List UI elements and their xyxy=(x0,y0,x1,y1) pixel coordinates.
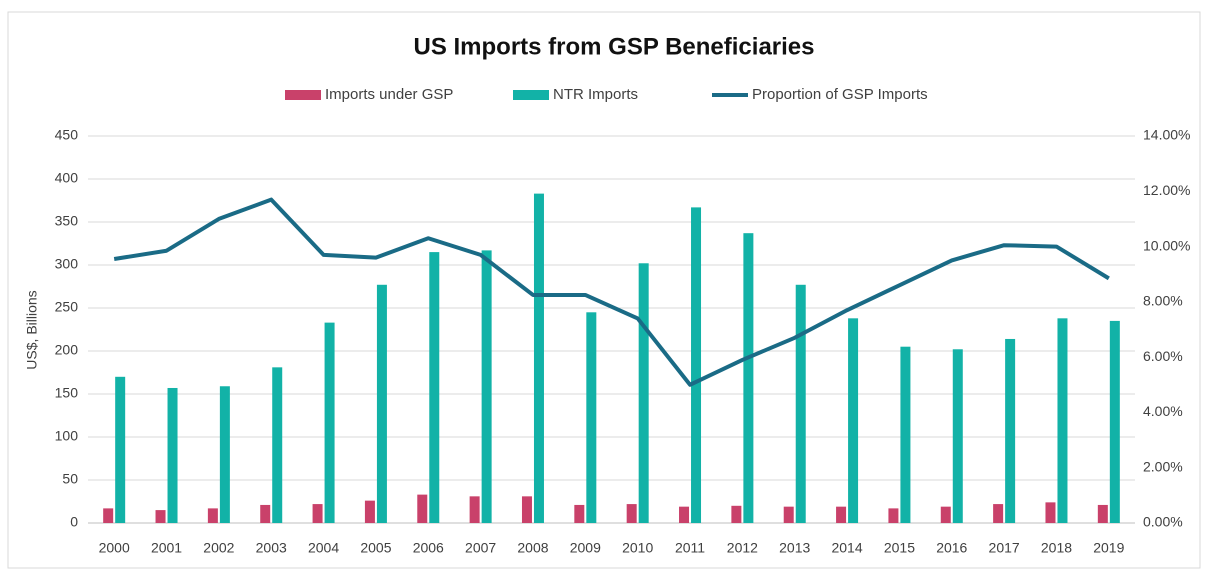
bar xyxy=(260,504,271,523)
bar xyxy=(626,504,637,523)
x-tick-label: 2018 xyxy=(1041,540,1072,556)
bar xyxy=(952,349,963,523)
bar xyxy=(417,494,428,523)
bar xyxy=(103,508,114,523)
y2-tick-label: 14.00% xyxy=(1143,127,1190,143)
x-tick-label: 2012 xyxy=(727,540,758,556)
bar xyxy=(376,284,387,523)
y-tick-label: 200 xyxy=(55,342,79,358)
bar xyxy=(521,496,532,523)
bar xyxy=(691,207,702,523)
x-tick-label: 2011 xyxy=(675,540,705,556)
y-tick-label: 350 xyxy=(55,213,79,229)
y-tick-label: 0 xyxy=(70,514,78,530)
y2-tick-label: 4.00% xyxy=(1143,403,1183,419)
y2-tick-label: 2.00% xyxy=(1143,458,1183,474)
y2-tick-label: 6.00% xyxy=(1143,348,1183,364)
bar xyxy=(900,346,911,523)
bar xyxy=(167,387,178,523)
x-tick-label: 2008 xyxy=(517,540,548,556)
bar xyxy=(940,506,951,523)
legend-label: NTR Imports xyxy=(553,86,638,103)
bar xyxy=(574,504,585,523)
legend-label: Imports under GSP xyxy=(325,86,453,103)
x-tick-label: 2006 xyxy=(413,540,444,556)
bar xyxy=(272,367,283,523)
x-tick-label: 2010 xyxy=(622,540,653,556)
bar xyxy=(364,500,375,523)
y-tick-label: 300 xyxy=(55,256,79,272)
y2-tick-label: 10.00% xyxy=(1143,237,1190,253)
bar xyxy=(533,193,544,523)
y-tick-label: 100 xyxy=(55,428,79,444)
x-tick-label: 2001 xyxy=(151,540,182,556)
y-tick-label: 250 xyxy=(55,299,79,315)
bar xyxy=(888,508,899,523)
bar xyxy=(1097,504,1108,523)
legend-swatch xyxy=(513,90,549,100)
legend-label: Proportion of GSP Imports xyxy=(752,86,928,103)
y2-tick-label: 12.00% xyxy=(1143,182,1190,198)
bar xyxy=(1109,320,1120,523)
x-tick-label: 2002 xyxy=(203,540,234,556)
x-tick-label: 2014 xyxy=(831,540,862,556)
x-tick-label: 2013 xyxy=(779,540,810,556)
y-tick-label: 400 xyxy=(55,170,79,186)
y-tick-label: 150 xyxy=(55,385,79,401)
bar xyxy=(783,506,794,523)
bar xyxy=(586,312,597,523)
x-tick-label: 2000 xyxy=(99,540,130,556)
legend-swatch xyxy=(285,90,321,100)
x-tick-label: 2009 xyxy=(570,540,601,556)
y-tick-label: 450 xyxy=(55,127,79,143)
bar xyxy=(207,508,218,523)
x-tick-label: 2015 xyxy=(884,540,915,556)
bar xyxy=(743,233,754,523)
x-tick-label: 2007 xyxy=(465,540,496,556)
bar xyxy=(155,510,166,523)
bar xyxy=(1057,318,1068,523)
bar xyxy=(429,252,440,523)
bar xyxy=(731,505,742,523)
x-tick-label: 2017 xyxy=(989,540,1020,556)
y2-tick-label: 8.00% xyxy=(1143,293,1183,309)
chart-title: US Imports from GSP Beneficiaries xyxy=(413,33,814,60)
bar xyxy=(312,504,323,523)
y2-tick-label: 0.00% xyxy=(1143,514,1183,530)
bar xyxy=(324,322,335,523)
bar xyxy=(469,496,480,523)
bar xyxy=(481,250,492,523)
x-tick-label: 2003 xyxy=(256,540,287,556)
y-axis-label: US$, Billions xyxy=(24,290,40,369)
bar xyxy=(1005,338,1016,523)
y-tick-label: 50 xyxy=(62,471,78,487)
bar xyxy=(115,376,126,523)
bar xyxy=(836,506,847,523)
x-tick-label: 2019 xyxy=(1093,540,1124,556)
x-tick-label: 2004 xyxy=(308,540,339,556)
bar xyxy=(848,318,859,523)
bar xyxy=(679,506,690,523)
bar xyxy=(993,504,1004,523)
x-tick-label: 2016 xyxy=(936,540,967,556)
x-tick-label: 2005 xyxy=(360,540,391,556)
line-series xyxy=(113,197,1110,387)
bar xyxy=(219,386,230,523)
chart-frame xyxy=(7,11,1201,569)
bar xyxy=(1045,502,1056,523)
bar xyxy=(795,284,806,523)
bar xyxy=(638,263,649,523)
